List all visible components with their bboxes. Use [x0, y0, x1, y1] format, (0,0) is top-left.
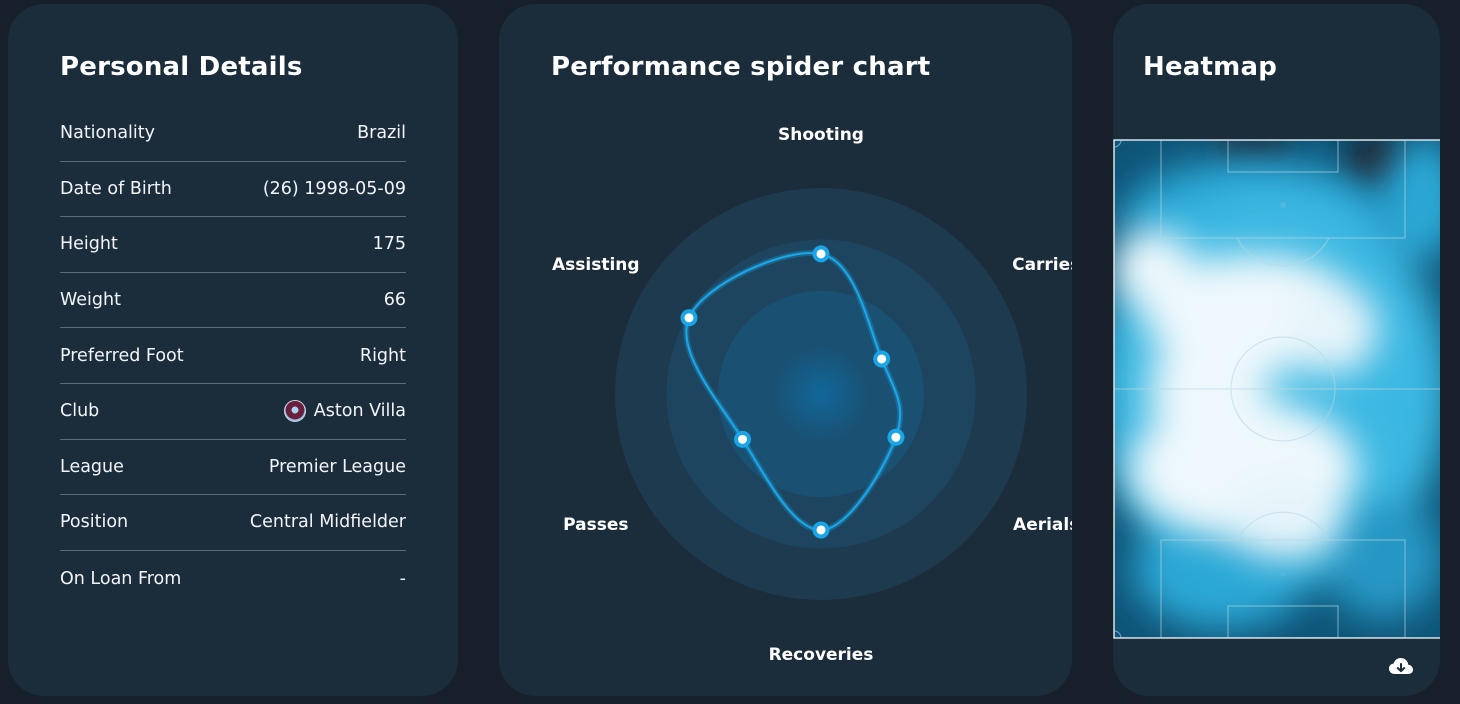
heatmap-pitch [1113, 139, 1440, 639]
detail-row-weight: Weight 66 [60, 273, 406, 329]
detail-label: Height [60, 234, 118, 255]
spider-axis-label-carries: Carries [1012, 255, 1072, 275]
spider-point-shooting[interactable] [816, 249, 826, 259]
spider-axis-label-recoveries: Recoveries [769, 645, 874, 665]
detail-value-club[interactable]: Aston Villa [283, 400, 406, 423]
detail-row-height: Height 175 [60, 217, 406, 273]
penalty-spot-bottom [1280, 570, 1286, 576]
detail-value: Right [359, 345, 406, 366]
detail-row-club: Club Aston Villa [60, 384, 406, 440]
detail-row-on-loan-from: On Loan From - [60, 551, 406, 607]
heatmap-title: Heatmap [1143, 52, 1278, 82]
detail-value: Premier League [268, 456, 406, 477]
detail-label: Club [60, 401, 100, 422]
detail-row-preferred-foot: Preferred Foot Right [60, 328, 406, 384]
spider-points [680, 245, 905, 539]
heatmap-hot-layer [1114, 229, 1378, 559]
spider-point-assisting[interactable] [684, 313, 694, 323]
detail-value: Brazil [357, 123, 406, 144]
detail-value: Central Midfielder [249, 512, 406, 533]
detail-label: League [60, 456, 124, 477]
spider-axis-labels: Shooting Carries Aerials Recoveries Passes As… [552, 125, 1072, 665]
details-list: Nationality Brazil Date of Birth (26) 19… [60, 106, 406, 606]
club-badge-icon [283, 400, 306, 423]
spider-point-aerials[interactable] [891, 432, 901, 442]
spider-axis-label-shooting: Shooting [778, 125, 864, 145]
spider-chart: Shooting Carries Aerials Recoveries Passes As… [552, 125, 1072, 665]
detail-value: 175 [372, 234, 406, 255]
detail-label: Weight [60, 290, 121, 311]
spider-ring [769, 342, 873, 446]
heatmap-card: Heatmap [1113, 4, 1440, 696]
detail-value: 66 [383, 290, 406, 311]
detail-label: Nationality [60, 123, 156, 144]
detail-label: Position [60, 512, 129, 533]
club-name[interactable]: Aston Villa [313, 401, 406, 422]
pitch-border [1113, 139, 1440, 639]
detail-label: Date of Birth [60, 178, 172, 199]
pitch-lines [1114, 140, 1440, 638]
penalty-spot-top [1280, 202, 1286, 208]
spider-axis-label-passes: Passes [563, 515, 628, 535]
detail-label: Preferred Foot [60, 345, 184, 366]
spider-chart-card: Performance spider chart Shooting Carries… [499, 4, 1072, 696]
detail-value: (26) 1998-05-09 [262, 178, 406, 199]
spider-point-carries[interactable] [877, 354, 887, 364]
detail-row-league: League Premier League [60, 440, 406, 496]
detail-value: - [399, 568, 406, 589]
spider-point-recoveries[interactable] [816, 525, 826, 535]
detail-label: On Loan From [60, 568, 182, 589]
detail-row-nationality: Nationality Brazil [60, 106, 406, 162]
cloud-download-icon[interactable] [1388, 656, 1414, 678]
spider-point-passes[interactable] [738, 434, 748, 444]
spider-chart-title: Performance spider chart [551, 52, 931, 82]
spider-axis-label-assisting: Assisting [552, 255, 640, 275]
spider-rings [615, 188, 1027, 600]
detail-row-date-of-birth: Date of Birth (26) 1998-05-09 [60, 162, 406, 218]
spider-axis-label-aerials: Aerials [1013, 515, 1072, 535]
personal-details-title: Personal Details [60, 52, 303, 82]
detail-row-position: Position Central Midfielder [60, 495, 406, 551]
personal-details-card: Personal Details Nationality Brazil Date… [8, 4, 458, 696]
